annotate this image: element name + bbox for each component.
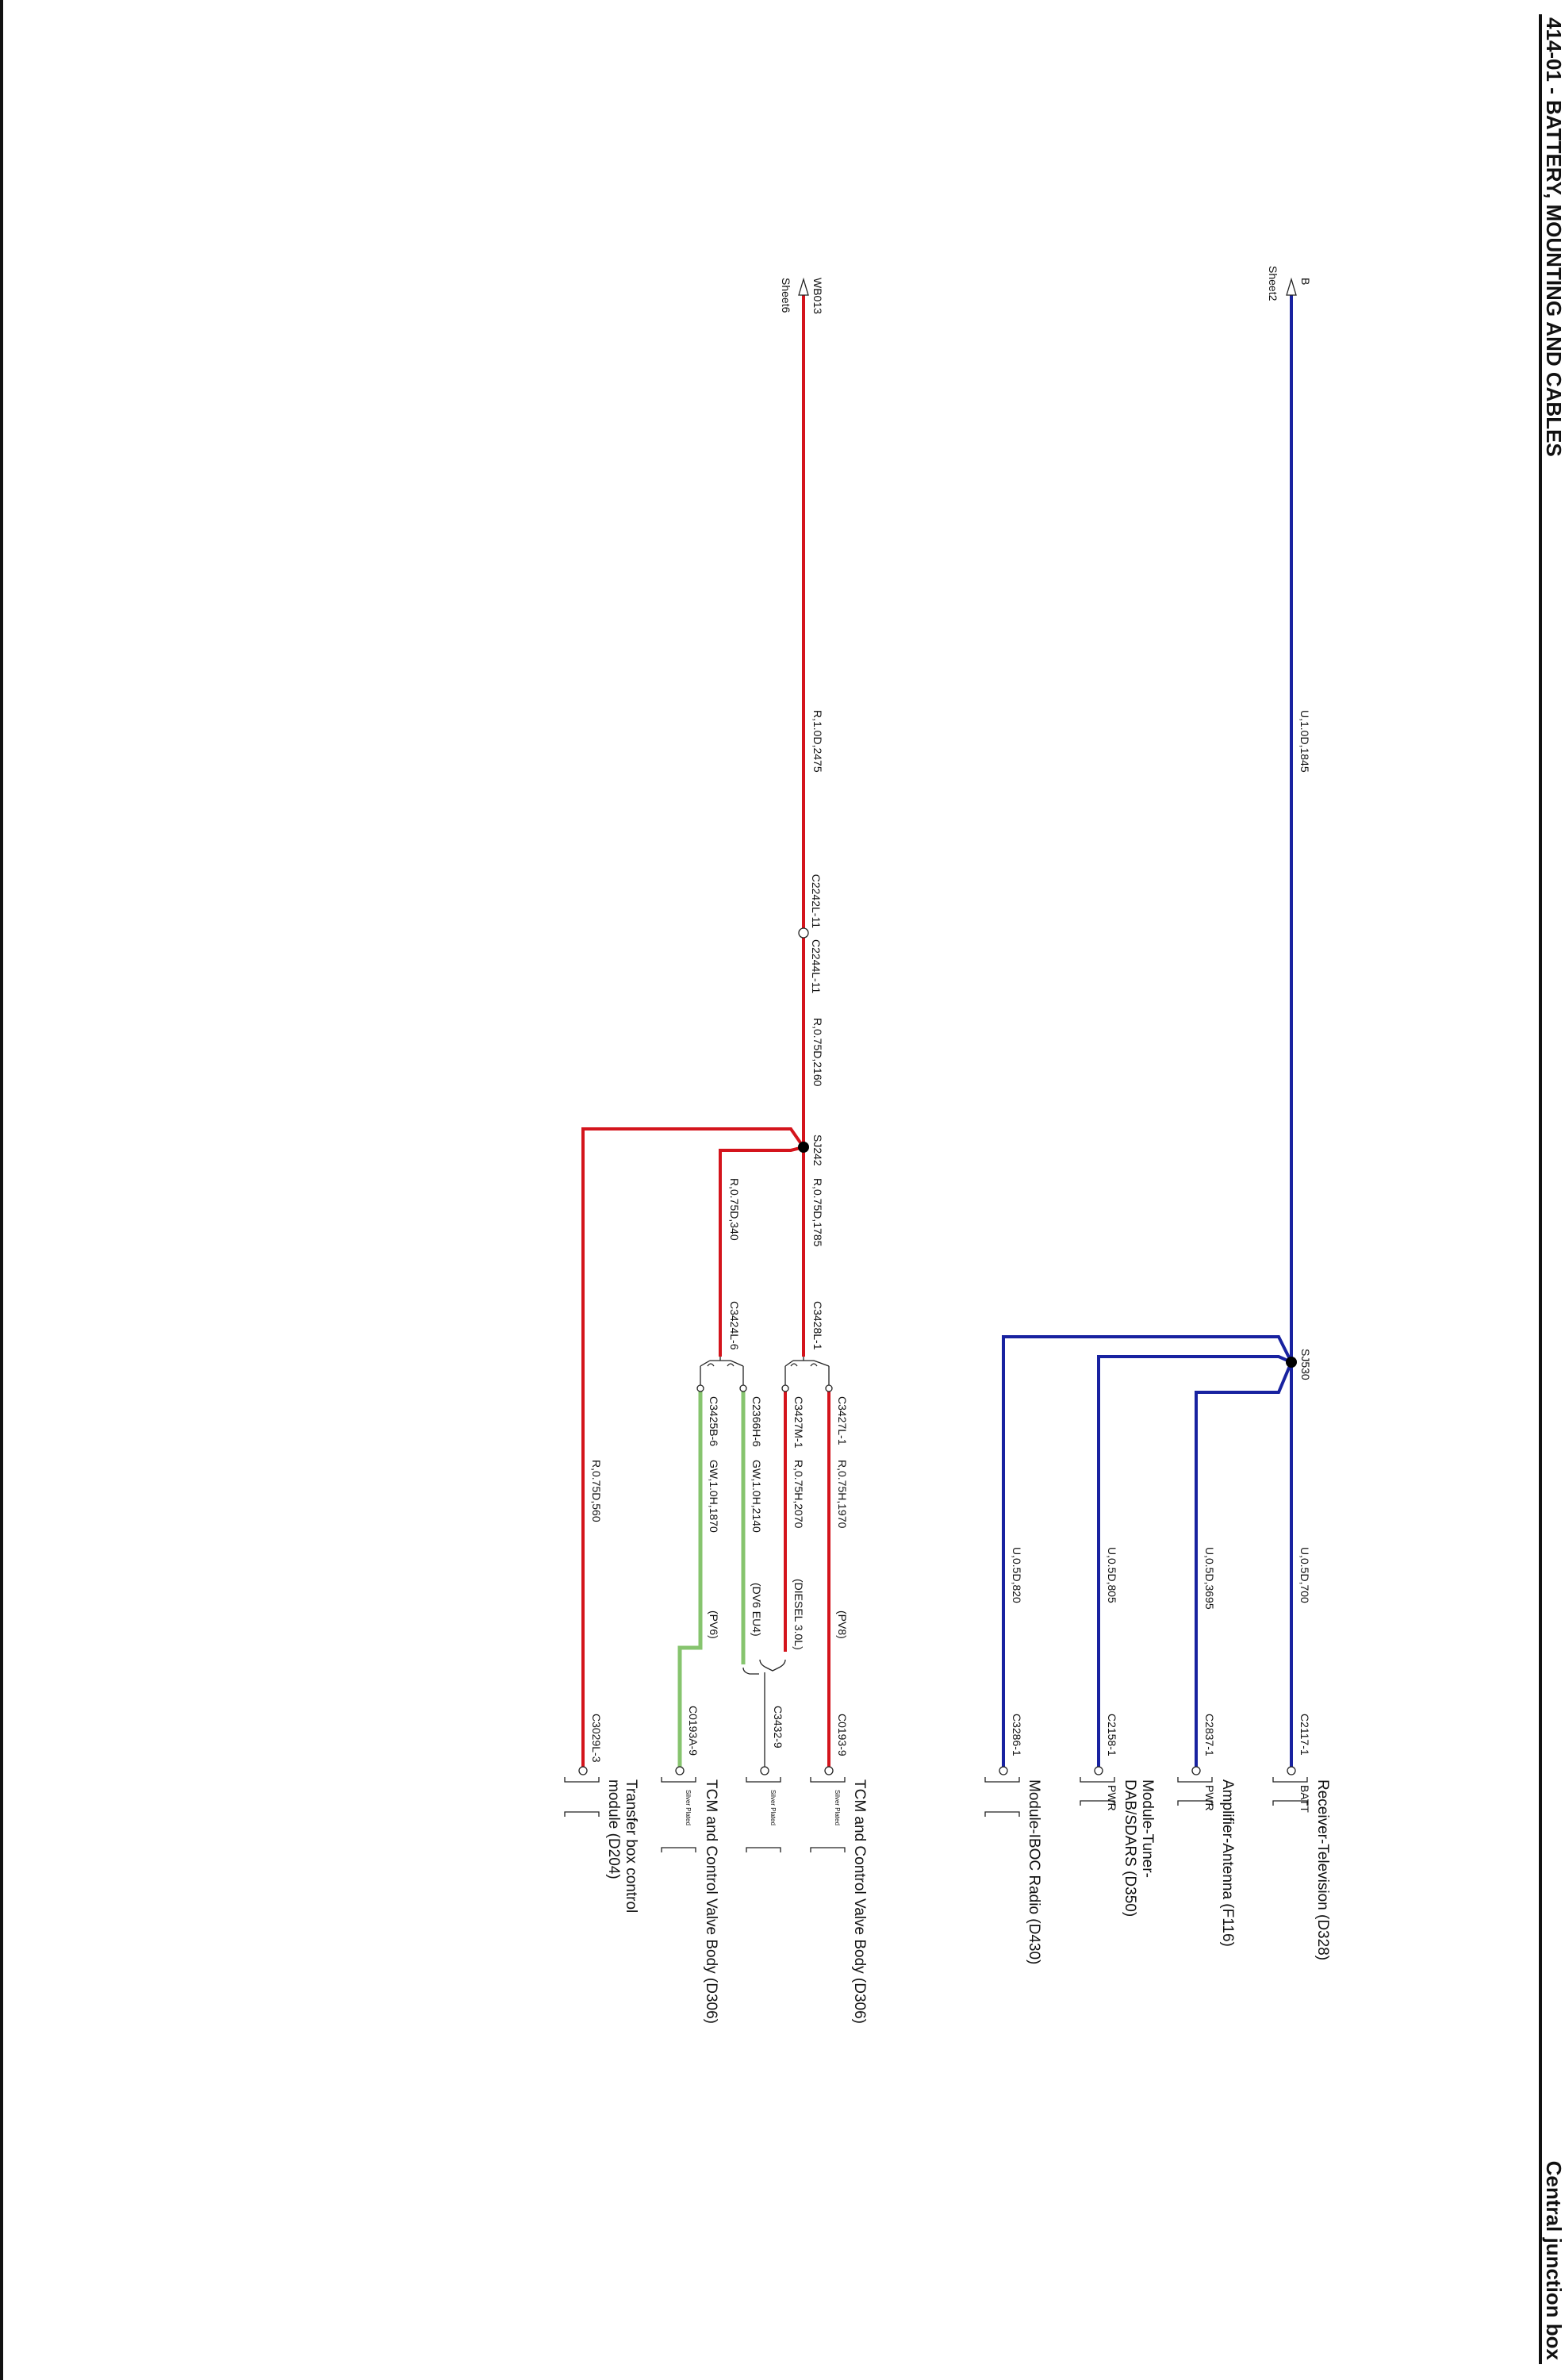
connector-split-c3428l[interactable]	[781, 1357, 833, 1392]
page-title: 414-01 - BATTERY, MOUNTING AND CABLES	[1542, 17, 1565, 457]
label-r-2070: R,0.75H,2070	[792, 1460, 805, 1529]
pin-silver-plated-3: Silver Plated	[685, 1790, 692, 1825]
wire-r-560[interactable]	[581, 1127, 805, 1771]
option-brace-c3432	[742, 1659, 786, 1771]
wire-r-340[interactable]	[719, 1146, 804, 1357]
component-label-iboc: Module-IBOC Radio (D430)	[1026, 1779, 1042, 1964]
label-c2158-1: C2158-1	[1106, 1714, 1118, 1756]
label-r-340: R,0.75D,340	[728, 1178, 741, 1241]
label-u-3695: U,0.5D,3695	[1203, 1547, 1216, 1610]
label-c0193-9: C0193-9	[836, 1714, 849, 1756]
label-r-1785: R,0.75D,1785	[811, 1178, 824, 1247]
label-u-805: U,0.5D,805	[1106, 1547, 1118, 1603]
label-c3427l-1: C3427L-1	[836, 1396, 849, 1445]
component-module-iboc[interactable]: Module-IBOC Radio (D430)	[984, 1777, 1042, 1964]
wire-u-3695[interactable]	[1195, 1361, 1293, 1771]
component-label-transfer-line1: Transfer box control	[623, 1779, 639, 1913]
label-r-1970: R,0.75H,1970	[836, 1460, 849, 1529]
label-c2244l-11: C2244L-11	[810, 939, 823, 993]
component-label-transfer-line2: module (D204)	[605, 1779, 622, 1879]
pin-terminals-blue	[999, 1766, 1296, 1775]
label-u-700: U,0.5D,700	[1298, 1547, 1311, 1603]
blue-circuit	[1002, 294, 1297, 1771]
wire-u-820[interactable]	[1002, 1335, 1293, 1771]
offsheet-arrow-b	[1286, 277, 1297, 296]
component-label-tuner-line2: DAB/SDARS (D350)	[1122, 1779, 1138, 1917]
offsheet-sheet-b: Sheet2	[1267, 266, 1279, 301]
section-title: Central junction box	[1542, 2161, 1565, 2361]
component-label-amplifier: Amplifier-Antenna (F116)	[1219, 1779, 1236, 1947]
label-r-2475: R,1.0D,2475	[811, 710, 824, 773]
component-module-tuner[interactable]: PWR Module-Tuner- DAB/SDARS (D350)	[1080, 1777, 1156, 1917]
inline-connector-c2242l[interactable]: C2242L-11 C2244L-11	[798, 874, 823, 994]
pin-pwr-tuner: PWR	[1106, 1785, 1118, 1811]
component-tcm-control-valve-body-1[interactable]: Silver Plated Silver Plated TCM and Cont…	[746, 1777, 868, 2024]
component-transfer-box-control-module[interactable]: Transfer box control module (D204)	[564, 1777, 639, 1913]
label-c2837-1: C2837-1	[1203, 1714, 1216, 1756]
label-u-820: U,0.5D,820	[1011, 1547, 1023, 1603]
label-option-pv8: (PV8)	[836, 1610, 849, 1639]
label-gw-2140: GW,1.0H,2140	[750, 1460, 763, 1533]
label-c3424l-6: C3424L-6	[728, 1301, 741, 1350]
pin-silver-plated-2: Silver Plated	[769, 1790, 777, 1825]
page-border-bottom	[1539, 14, 1542, 2364]
label-c3286-1: C3286-1	[1011, 1714, 1023, 1756]
component-label-receiver-television: Receiver-Television (D328)	[1314, 1779, 1331, 1960]
pin-batt: BATT	[1298, 1785, 1311, 1813]
label-c3425b-6: C3425B-6	[708, 1396, 720, 1446]
label-c3432-9: C3432-9	[772, 1706, 784, 1749]
label-c3029l-3: C3029L-3	[590, 1714, 603, 1763]
pin-pwr-amplifier: PWR	[1203, 1785, 1216, 1811]
label-option-diesel: (DIESEL 3.0L)	[792, 1579, 805, 1650]
splice-sj530-node	[1286, 1357, 1297, 1368]
label-c2242l-11: C2242L-11	[810, 874, 823, 928]
component-label-tcm-2: TCM and Control Valve Body (D306)	[703, 1779, 719, 2024]
label-option-dv6: (DV6 EU4)	[750, 1583, 763, 1637]
pin-terminals-red	[578, 1766, 834, 1775]
label-c0193a-9: C0193A-9	[687, 1706, 700, 1756]
offsheet-ref-wb013: WB013	[811, 278, 824, 314]
wire-gw-1870[interactable]	[677, 1388, 703, 1771]
label-gw-1870: GW,1.0H,1870	[708, 1460, 720, 1533]
label-c2366h-6: C2366H-6	[750, 1396, 763, 1447]
label-c3427m-1: C3427M-1	[792, 1396, 805, 1449]
component-amplifier-antenna[interactable]: PWR Amplifier-Antenna (F116)	[1177, 1777, 1236, 1947]
label-r-560: R,0.75D,560	[590, 1460, 603, 1522]
red-circuit	[581, 294, 830, 1771]
offsheet-arrow-wb013	[798, 277, 809, 296]
label-u-1845: U,1.0D,1845	[1298, 710, 1311, 773]
label-c2117-1: C2117-1	[1298, 1714, 1311, 1756]
splice-sj242-node	[798, 1142, 809, 1153]
offsheet-sheet-wb013: Sheet6	[780, 278, 792, 313]
page-border-top	[0, 0, 3, 2380]
label-sj530: SJ530	[1299, 1349, 1312, 1380]
wire-u-805[interactable]	[1097, 1355, 1292, 1771]
pin-silver-plated-1: Silver Plated	[834, 1790, 841, 1825]
label-r-2160: R,0.75D,2160	[811, 1018, 824, 1087]
component-label-tuner-line1: Module-Tuner-	[1139, 1779, 1156, 1878]
component-receiver-television[interactable]: BATT Receiver-Television (D328)	[1272, 1777, 1331, 1960]
offsheet-b[interactable]: B Sheet2	[1267, 266, 1312, 301]
label-option-pv6: (PV6)	[708, 1610, 720, 1639]
offsheet-ref-b: B	[1299, 278, 1312, 285]
connector-split-c3424l[interactable]	[696, 1357, 747, 1392]
label-sj242: SJ242	[811, 1134, 824, 1166]
component-label-tcm-1: TCM and Control Valve Body (D306)	[851, 1779, 868, 2024]
component-tcm-control-valve-body-2[interactable]: Silver Plated TCM and Control Valve Body…	[661, 1777, 719, 2024]
label-c3428l-1: C3428L-1	[811, 1301, 824, 1350]
offsheet-wb013[interactable]: WB013 Sheet6	[780, 277, 824, 314]
